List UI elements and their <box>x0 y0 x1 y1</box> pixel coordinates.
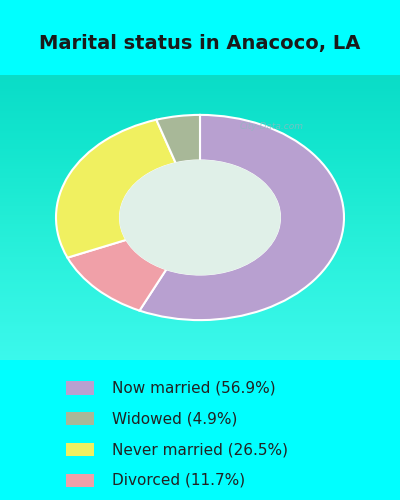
Wedge shape <box>68 240 166 310</box>
FancyBboxPatch shape <box>66 474 94 487</box>
FancyBboxPatch shape <box>66 412 94 426</box>
Wedge shape <box>56 120 176 258</box>
Circle shape <box>120 160 280 274</box>
FancyBboxPatch shape <box>66 443 94 456</box>
Text: Widowed (4.9%): Widowed (4.9%) <box>112 412 237 426</box>
FancyBboxPatch shape <box>66 382 94 394</box>
Text: Now married (56.9%): Now married (56.9%) <box>112 380 276 396</box>
Wedge shape <box>140 115 344 320</box>
Text: Never married (26.5%): Never married (26.5%) <box>112 442 288 457</box>
Wedge shape <box>156 115 200 163</box>
Text: City-Data.com: City-Data.com <box>240 122 304 131</box>
Text: Marital status in Anacoco, LA: Marital status in Anacoco, LA <box>39 34 361 54</box>
Text: Divorced (11.7%): Divorced (11.7%) <box>112 473 245 488</box>
